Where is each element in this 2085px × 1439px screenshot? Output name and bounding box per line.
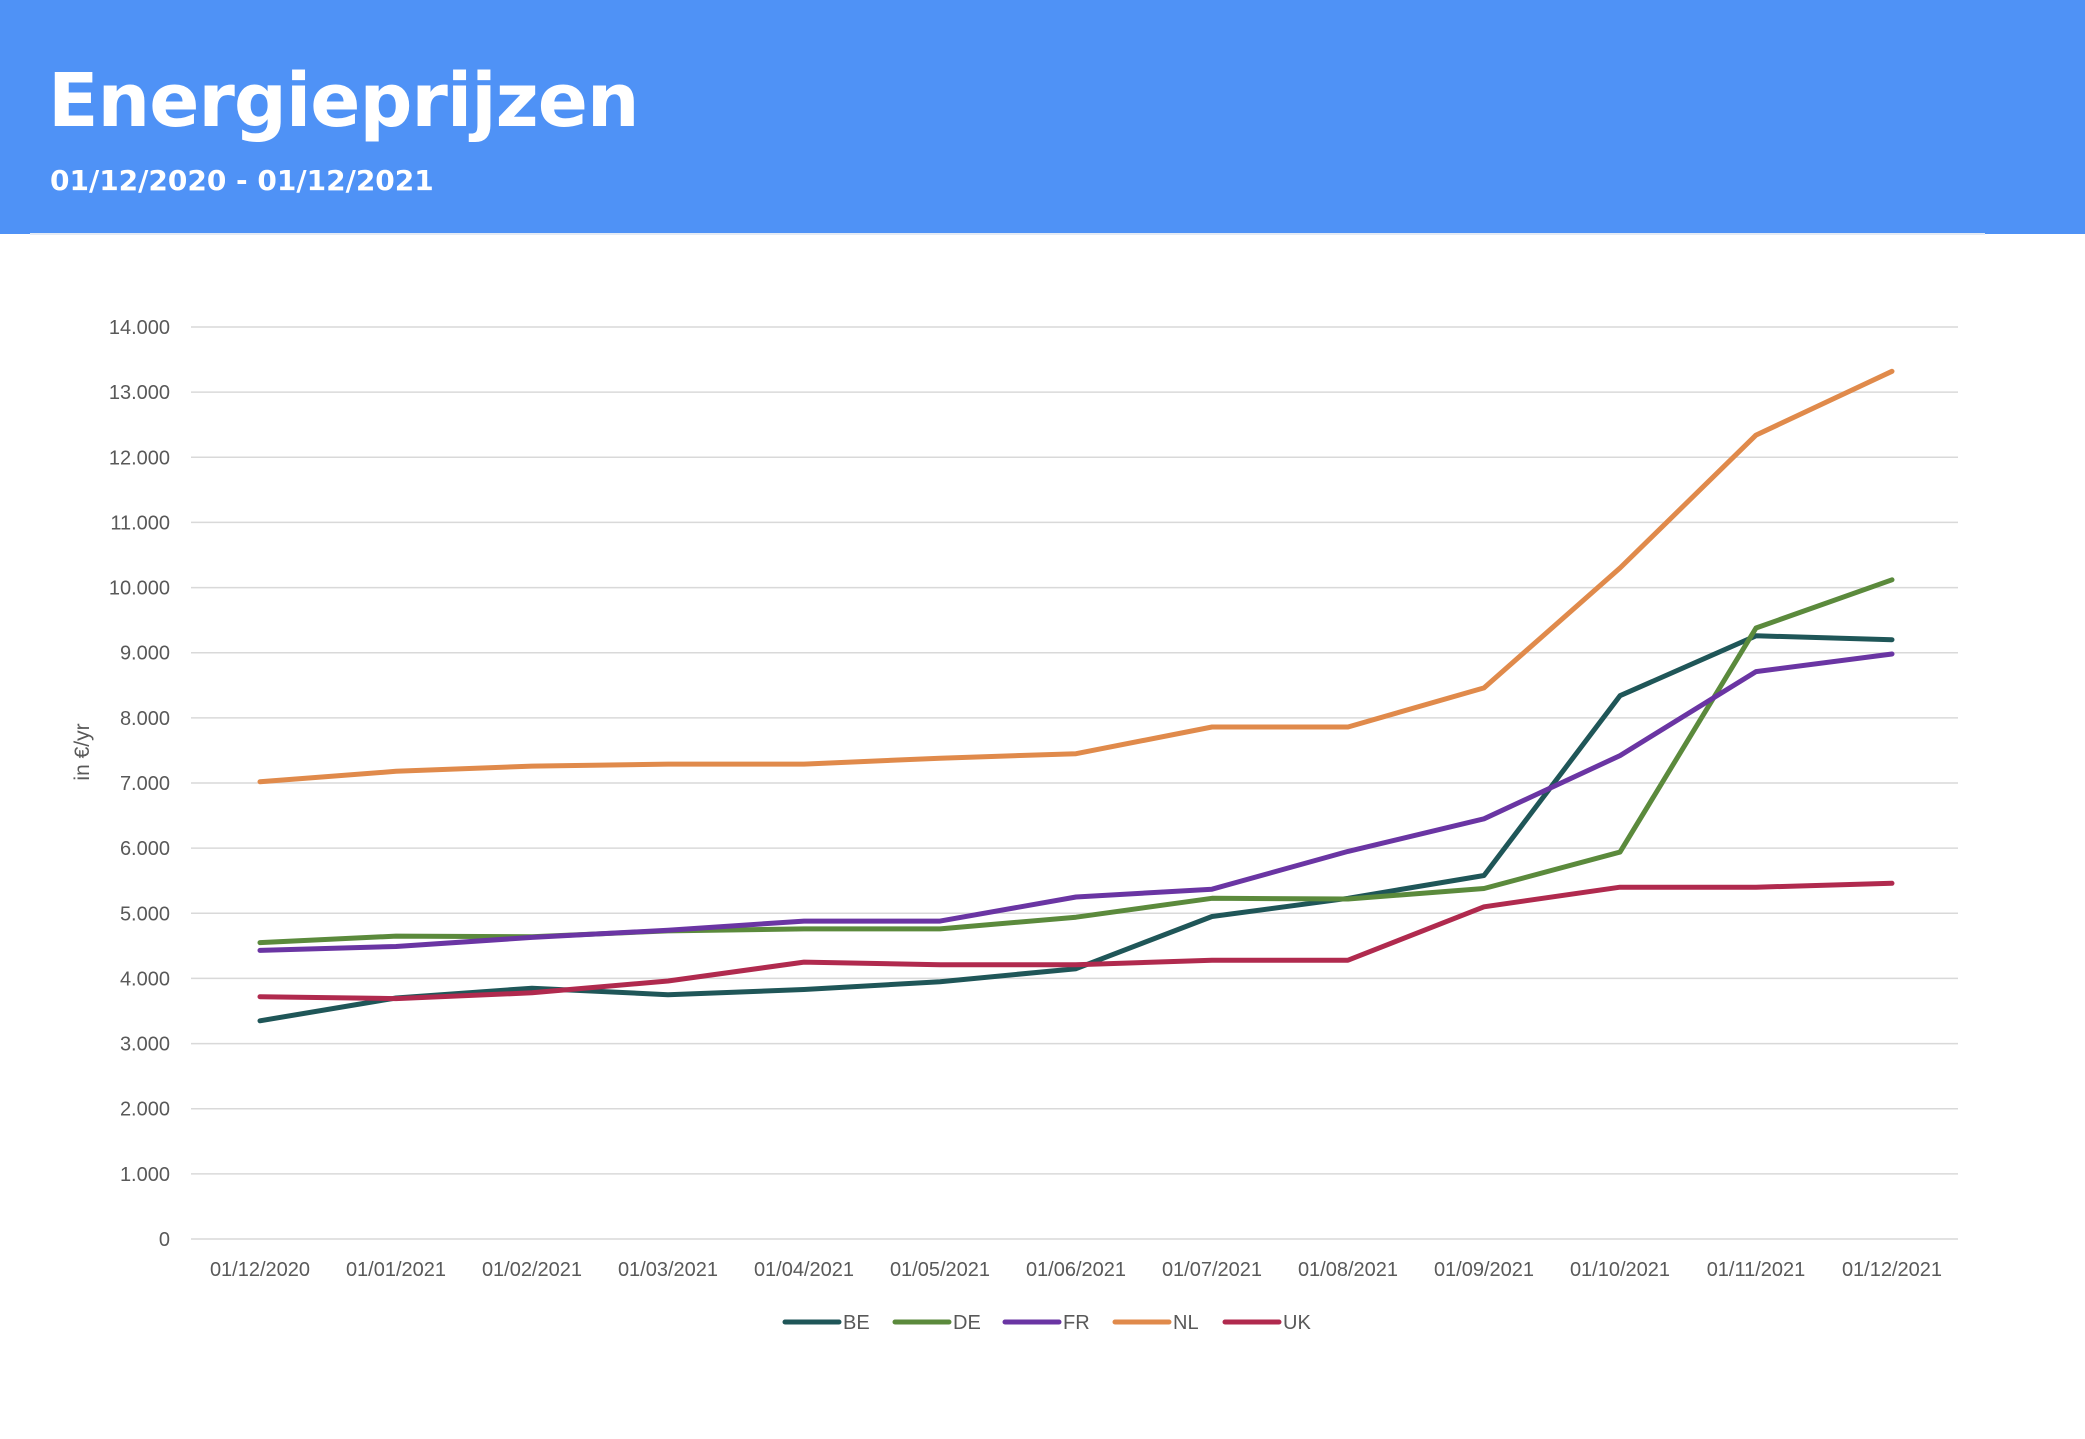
- gridlines: [191, 326, 1958, 1240]
- series-line-nl: [257, 368, 1895, 785]
- series-line-be: [257, 633, 1895, 1024]
- x-tick-label: 01/07/2021: [1162, 1259, 1262, 1281]
- x-tick-label: 01/03/2021: [618, 1259, 718, 1281]
- x-tick-label: 01/02/2021: [482, 1259, 582, 1281]
- date-range-subtitle: 01/12/2020 - 01/12/2021: [50, 164, 434, 197]
- legend-label: BE: [843, 1312, 870, 1334]
- legend-label: NL: [1173, 1312, 1199, 1334]
- y-tick-label: 6.000: [120, 838, 170, 860]
- y-tick-label: 13.000: [109, 382, 170, 404]
- y-tick-label: 11.000: [110, 512, 170, 534]
- legend-item-nl: NL: [1112, 1312, 1199, 1334]
- y-tick-label: 12.000: [109, 447, 170, 469]
- x-tick-label: 01/05/2021: [890, 1259, 990, 1281]
- x-tick-label: 01/01/2021: [346, 1259, 446, 1281]
- legend-label: UK: [1283, 1312, 1311, 1334]
- y-tick-label: 0: [159, 1229, 170, 1251]
- series-line-uk: [257, 880, 1895, 1002]
- y-tick-label: 4.000: [120, 968, 170, 990]
- legend: BE DE FR NL UK: [782, 1312, 1311, 1334]
- legend-label: FR: [1063, 1312, 1090, 1334]
- y-tick-label: 8.000: [120, 708, 170, 730]
- y-tick-label: 9.000: [120, 643, 170, 665]
- y-tick-label: 5.000: [120, 903, 170, 925]
- y-axis-label: in €/yr: [71, 723, 94, 780]
- y-axis-ticks: 0 1.000 2.000 3.000 4.000 5.000 6.000 7.000 8.00…: [109, 317, 170, 1251]
- x-axis-ticks: 01/12/2020 01/01/2021 01/02/2021 01/03/2021…: [210, 1259, 1942, 1281]
- y-tick-label: 10.000: [109, 578, 170, 600]
- x-tick-label: 01/04/2021: [754, 1259, 854, 1281]
- legend-item-uk: UK: [1222, 1312, 1311, 1334]
- y-tick-label: 3.000: [120, 1034, 170, 1056]
- x-tick-label: 01/08/2021: [1298, 1259, 1398, 1281]
- legend-item-de: DE: [892, 1312, 981, 1334]
- y-tick-label: 1.000: [120, 1164, 170, 1186]
- header-banner: Energieprijzen 01/12/2020 - 01/12/2021: [0, 0, 2085, 234]
- x-tick-label: 01/11/2021: [1707, 1259, 1806, 1281]
- header-divider: [30, 233, 1985, 235]
- y-tick-label: 7.000: [120, 773, 170, 795]
- legend-item-fr: FR: [1002, 1312, 1090, 1334]
- x-tick-label: 01/12/2020: [210, 1259, 310, 1281]
- x-tick-label: 01/12/2021: [1842, 1259, 1942, 1281]
- y-tick-label: 14.000: [109, 317, 170, 339]
- series-lines: [257, 368, 1895, 1024]
- y-tick-label: 2.000: [120, 1099, 170, 1121]
- x-tick-label: 01/10/2021: [1570, 1259, 1670, 1281]
- legend-item-be: BE: [782, 1312, 870, 1334]
- x-tick-label: 01/09/2021: [1434, 1259, 1534, 1281]
- page-title: Energieprijzen: [48, 58, 640, 144]
- x-tick-label: 01/06/2021: [1026, 1259, 1126, 1281]
- series-line-fr: [257, 651, 1895, 953]
- legend-label: DE: [953, 1312, 981, 1334]
